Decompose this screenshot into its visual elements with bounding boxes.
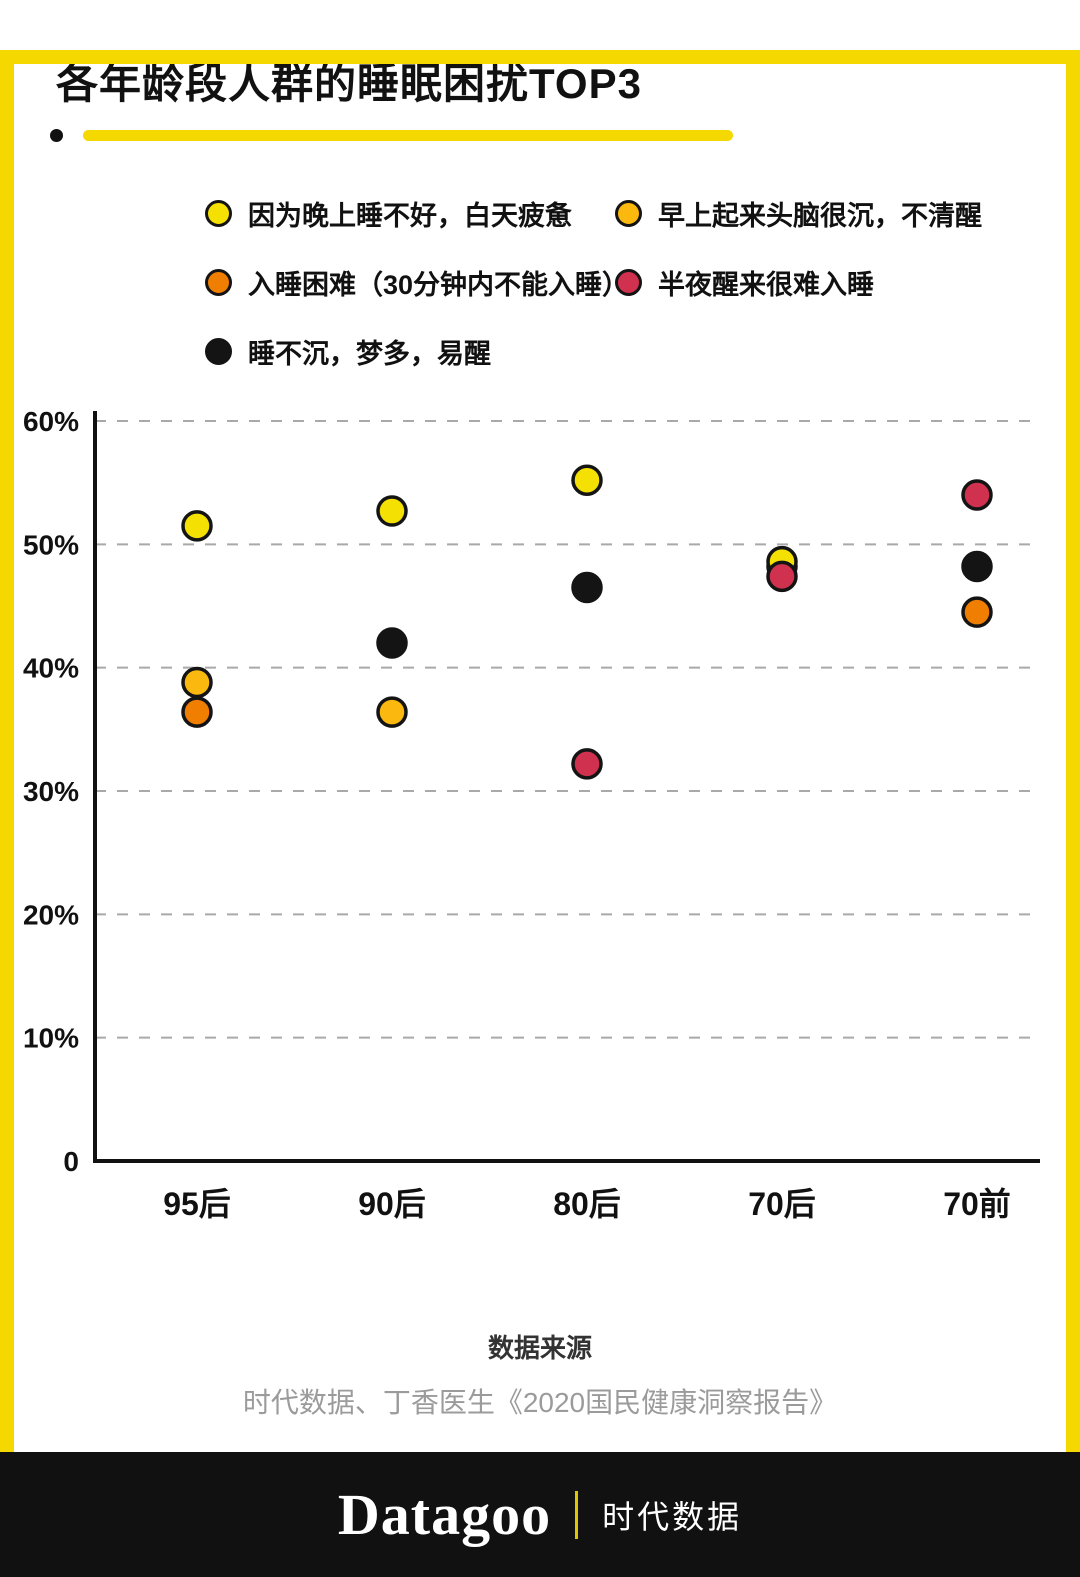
legend-label: 入睡困难（30分钟内不能入睡） <box>248 270 630 300</box>
legend-label: 半夜醒来很难入睡 <box>658 270 874 300</box>
legend-label: 睡不沉，梦多，易醒 <box>248 339 491 369</box>
title-underline-bar <box>83 130 733 141</box>
svg-text:30%: 30% <box>23 776 79 807</box>
page-title: 各年龄段人群的睡眠困扰TOP3 <box>56 60 642 107</box>
title-underline <box>50 129 1080 142</box>
chart-legend: 因为晚上睡不好，白天疲惫 早上起来头脑很沉，不清醒 入睡困难（30分钟内不能入睡… <box>205 194 1025 371</box>
legend-label: 早上起来头脑很沉，不清醒 <box>658 201 982 231</box>
scatter-chart-canvas: 60% 50% 40% 30% 20% 10% 0 95后 90后 80后 70后 70前 <box>23 406 1040 1222</box>
svg-text:0: 0 <box>63 1146 79 1177</box>
svg-text:20%: 20% <box>23 899 79 930</box>
legend-label: 因为晚上睡不好，白天疲惫 <box>248 201 572 231</box>
legend-item-wake-at-night: 半夜醒来很难入睡 <box>615 263 1025 302</box>
svg-text:70前: 70前 <box>943 1186 1011 1222</box>
svg-text:80后: 80后 <box>553 1186 621 1222</box>
svg-text:60%: 60% <box>23 406 79 437</box>
legend-item-hard-to-fall-asleep: 入睡困难（30分钟内不能入睡） <box>205 263 629 302</box>
legend-item-groggy-morning: 早上起来头脑很沉，不清醒 <box>615 194 1025 233</box>
yellow-dot-icon <box>205 200 232 227</box>
svg-text:50%: 50% <box>23 529 79 560</box>
black-dot-icon <box>205 338 232 365</box>
svg-text:40%: 40% <box>23 653 79 684</box>
legend-item-light-sleep: 睡不沉，梦多，易醒 <box>205 332 615 371</box>
brand-footer: Datagoo 时代数据 <box>0 1452 1080 1577</box>
logo-divider <box>575 1490 579 1539</box>
svg-text:95后: 95后 <box>163 1186 231 1222</box>
svg-text:70后: 70后 <box>748 1186 816 1222</box>
scatter-chart: 60% 50% 40% 30% 20% 10% 0 95后 90后 80后 70后 70前 <box>0 389 1080 1234</box>
title-dot-icon <box>50 129 63 142</box>
svg-text:90后: 90后 <box>358 1186 426 1222</box>
legend-item-daytime-fatigue: 因为晚上睡不好，白天疲惫 <box>205 194 615 233</box>
datagoo-logo: Datagoo <box>337 1482 552 1547</box>
data-source: 数据来源 时代数据、丁香医生《2020国民健康洞察报告》 <box>0 1328 1080 1421</box>
brand-name-cn: 时代数据 <box>602 1498 743 1535</box>
svg-text:10%: 10% <box>23 1023 79 1054</box>
red-dot-icon <box>615 269 642 296</box>
orange-dot-icon <box>205 269 232 296</box>
data-source-text: 时代数据、丁香医生《2020国民健康洞察报告》 <box>242 1387 838 1418</box>
data-source-heading: 数据来源 <box>487 1333 592 1363</box>
gold-dot-icon <box>615 200 642 227</box>
